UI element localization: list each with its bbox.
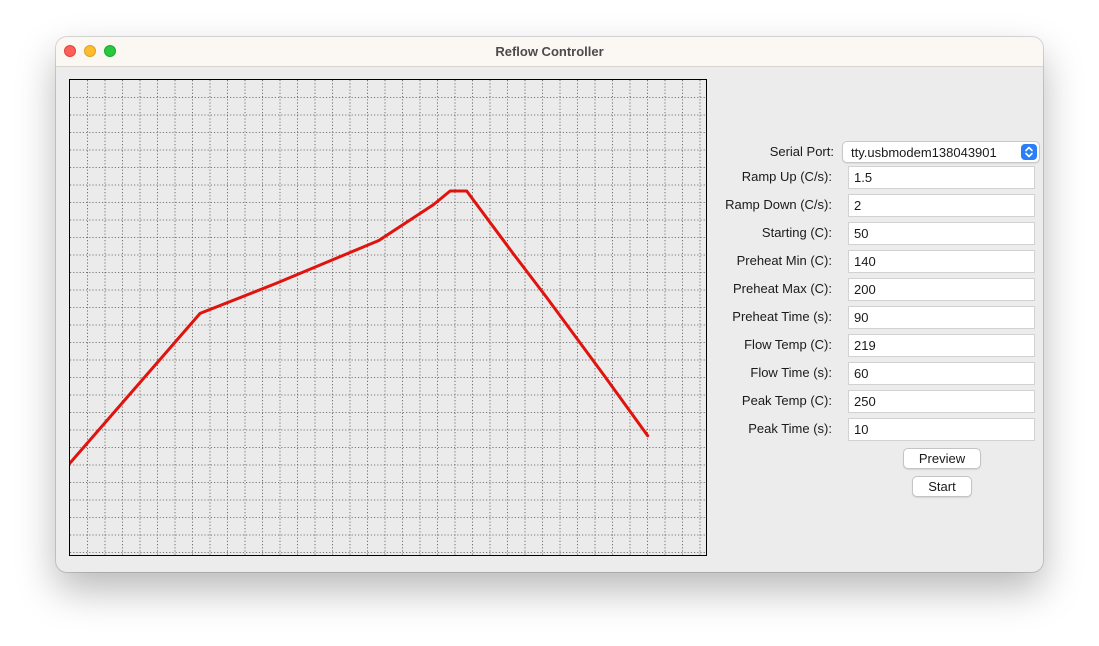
window-title: Reflow Controller	[495, 44, 604, 59]
flow-time-input[interactable]	[848, 362, 1035, 385]
ramp-up-input[interactable]	[848, 166, 1035, 189]
ramp-down-label: Ramp Down (C/s):	[725, 197, 832, 212]
flow-temp-label: Flow Temp (C):	[744, 337, 832, 352]
preheat-min-row: Preheat Min (C):	[716, 250, 1036, 274]
title-bar: Reflow Controller	[56, 37, 1043, 67]
starting-input[interactable]	[848, 222, 1035, 245]
preheat-time-row: Preheat Time (s):	[716, 306, 1036, 330]
preheat-max-label: Preheat Max (C):	[733, 281, 832, 296]
serial-port-row: Serial Port: tty.usbmodem138043901	[716, 141, 1040, 165]
serial-port-value: tty.usbmodem138043901	[851, 145, 997, 160]
ramp-down-row: Ramp Down (C/s):	[716, 194, 1036, 218]
close-window-button[interactable]	[64, 45, 76, 57]
preheat-max-row: Preheat Max (C):	[716, 278, 1036, 302]
ramp-up-label: Ramp Up (C/s):	[741, 169, 832, 184]
peak-time-input[interactable]	[848, 418, 1035, 441]
minimize-window-button[interactable]	[84, 45, 96, 57]
peak-temp-label: Peak Temp (C):	[741, 393, 832, 408]
up-down-chevron-icon	[1021, 144, 1037, 160]
flow-temp-input[interactable]	[848, 334, 1035, 357]
peak-temp-input[interactable]	[848, 390, 1035, 413]
plot-grid	[70, 80, 706, 555]
peak-temp-row: Peak Temp (C):	[716, 390, 1036, 414]
starting-row: Starting (C):	[716, 222, 1036, 246]
temperature-profile-line	[70, 189, 650, 465]
zoom-window-button[interactable]	[104, 45, 116, 57]
flow-temp-row: Flow Temp (C):	[716, 334, 1036, 358]
preheat-min-input[interactable]	[848, 250, 1035, 273]
flow-time-label: Flow Time (s):	[750, 365, 832, 380]
preheat-time-input[interactable]	[848, 306, 1035, 329]
preheat-max-input[interactable]	[848, 278, 1035, 301]
profile-plot-canvas	[70, 80, 706, 555]
ramp-up-row: Ramp Up (C/s):	[716, 166, 1036, 190]
starting-label: Starting (C):	[761, 225, 832, 240]
flow-time-row: Flow Time (s):	[716, 362, 1036, 386]
serial-port-select[interactable]: tty.usbmodem138043901	[842, 141, 1040, 163]
preheat-min-label: Preheat Min (C):	[736, 253, 832, 268]
serial-port-label: Serial Port:	[769, 144, 834, 159]
app-window: Reflow Controller Serial Port: tty.usbmo…	[56, 37, 1043, 572]
profile-plot	[69, 79, 707, 556]
peak-time-row: Peak Time (s):	[716, 418, 1036, 442]
ramp-down-input[interactable]	[848, 194, 1035, 217]
peak-time-label: Peak Time (s):	[748, 421, 832, 436]
start-button[interactable]: Start	[912, 476, 972, 497]
preheat-time-label: Preheat Time (s):	[732, 309, 832, 324]
preview-button[interactable]: Preview	[903, 448, 981, 469]
